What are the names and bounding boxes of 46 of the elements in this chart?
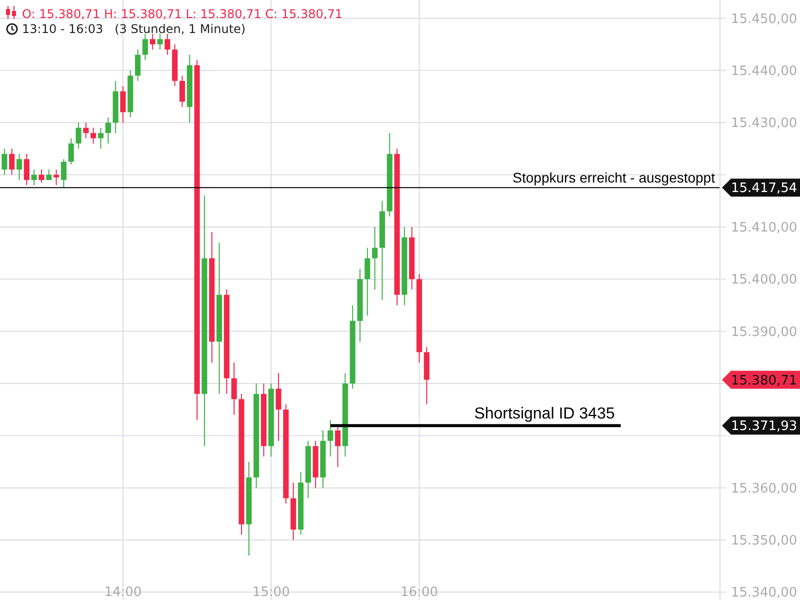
candlestick	[60, 158, 66, 188]
candlestick	[179, 75, 185, 108]
candlestick	[31, 169, 37, 186]
y-tick-label: 15.360,00	[731, 481, 798, 496]
candlestick	[364, 247, 370, 316]
y-tick-label: 15.440,00	[731, 64, 798, 79]
candlestick	[135, 49, 141, 82]
y-tick-label: 15.430,00	[731, 116, 798, 132]
x-tick-label: 14:00	[104, 585, 142, 600]
y-tick-label: 15.400,00	[731, 272, 798, 288]
candlestick	[83, 122, 89, 139]
candlestick	[164, 33, 170, 56]
y-tick-label: 15.450,00	[731, 12, 798, 27]
candlestick	[76, 122, 82, 150]
y-tick-label: 15.340,00	[731, 586, 798, 600]
candlestick	[142, 33, 148, 60]
y-tick-label: 15.350,00	[731, 534, 798, 549]
candlestick	[157, 33, 163, 50]
y-tick-label: 15.410,00	[731, 220, 798, 236]
candlestick	[150, 33, 156, 50]
candlestick	[231, 362, 237, 416]
y-tick-label: 15.390,00	[731, 324, 798, 340]
candlestick	[372, 226, 378, 290]
text: 13:10 - 16:03 (3 Stunden, 1 Minute)	[22, 22, 246, 36]
candlestick	[38, 169, 44, 184]
series-label: Shortsignal ID 3435	[474, 406, 615, 423]
candlestick	[2, 148, 8, 176]
annotation: 15.371,93	[731, 419, 798, 434]
candlestick	[9, 148, 15, 176]
x-tick-label: 16:00	[400, 585, 438, 600]
candlestick	[335, 424, 341, 468]
candlestick	[98, 127, 104, 150]
candlestick	[120, 86, 126, 124]
candlestick	[54, 169, 60, 186]
candlestick	[276, 372, 282, 442]
ref-line-label: Stoppkurs erreicht - ausgestoppt	[512, 170, 716, 186]
x-tick-label: 15:00	[252, 585, 290, 600]
candlestick	[24, 153, 30, 186]
candlestick	[90, 127, 96, 144]
annotation: 15.417,54	[731, 181, 798, 196]
candlestick	[105, 116, 111, 144]
candlestick	[328, 420, 334, 458]
candlestick	[68, 138, 74, 165]
text: O: 15.380,71 H: 15.380,71 L: 15.380,71 C: 15.380,71	[22, 7, 342, 21]
candlestick	[16, 153, 22, 180]
annotation: 15.380,71	[731, 373, 798, 388]
